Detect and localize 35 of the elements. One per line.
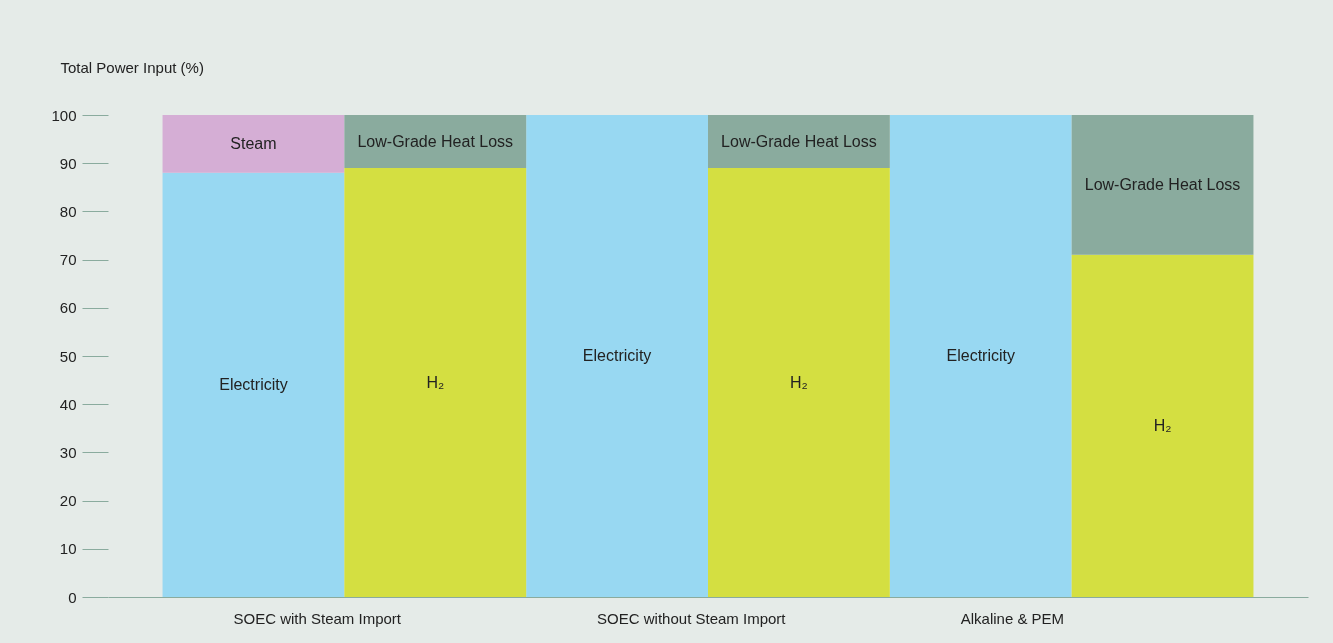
text: Electricity	[219, 375, 288, 393]
text: Electricity	[946, 347, 1015, 364]
bar	[708, 115, 890, 169]
bar	[344, 115, 527, 169]
y-tick-label: 80	[59, 202, 77, 220]
y-tick-label: 90	[59, 154, 77, 172]
bar	[1071, 254, 1254, 597]
bar	[162, 172, 345, 597]
y-tick-label: 30	[59, 443, 77, 461]
x-tick-label: SOEC with Steam Import	[233, 609, 402, 627]
text: H₂	[790, 373, 808, 391]
series-label: Low-Grade Heat Loss	[1084, 175, 1241, 193]
series-label: Electricity	[582, 347, 652, 364]
y-tick-label: 50	[59, 347, 77, 365]
text: Low-Grade Heat Loss	[357, 132, 514, 150]
y-tick-label: 100	[51, 106, 77, 124]
y-tick-label: 20	[59, 492, 77, 510]
bar	[708, 168, 890, 597]
y-tick-label: 0	[68, 588, 77, 606]
y-axis-title: Total Power Input (%)	[60, 58, 204, 76]
x-tick-label: SOEC without Steam Import	[597, 609, 787, 627]
y-tick-label: 40	[59, 395, 77, 413]
x-tick-label: Alkaline & PEM	[960, 609, 1065, 627]
text: Low-Grade Heat Loss	[721, 132, 877, 150]
bar	[162, 115, 345, 173]
y-tick-label: 70	[59, 251, 77, 269]
y-tick-label: 60	[59, 299, 77, 317]
bar	[344, 168, 527, 597]
y-tick-label: 10	[59, 540, 77, 558]
series-label: Steam	[230, 134, 277, 152]
bar	[526, 115, 708, 597]
bar	[889, 115, 1072, 597]
series-label: H₂	[426, 373, 445, 391]
text: H₂	[1153, 416, 1172, 434]
bar	[1071, 115, 1254, 255]
